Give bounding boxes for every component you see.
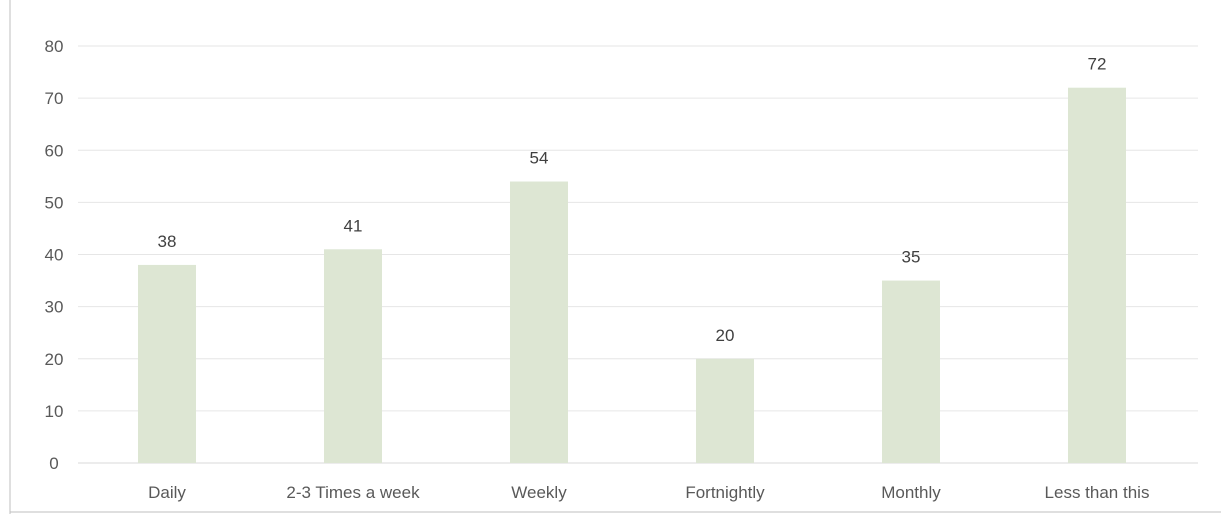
y-tick-label: 50 <box>45 193 64 212</box>
gridlines <box>78 45 1198 464</box>
x-category-label: Monthly <box>881 483 941 502</box>
y-tick-label: 60 <box>45 141 64 160</box>
x-category-label: Daily <box>148 483 186 502</box>
bar-5 <box>882 280 940 463</box>
bar-4 <box>696 358 754 463</box>
data-label: 38 <box>158 232 177 251</box>
y-tick-label: 70 <box>45 89 64 108</box>
bar-6 <box>1068 87 1126 463</box>
y-tick-label: 80 <box>45 37 64 56</box>
y-tick-label: 30 <box>45 298 64 317</box>
data-labels: 38 41 54 20 35 72 <box>158 55 1107 345</box>
data-label: 41 <box>344 216 363 235</box>
y-axis-tick-labels: 0 10 20 30 40 50 60 70 80 <box>45 37 64 473</box>
x-category-label: 2-3 Times a week <box>286 483 420 502</box>
y-tick-label: 20 <box>45 350 64 369</box>
data-label: 20 <box>716 326 735 345</box>
x-axis-category-labels: Daily 2-3 Times a week Weekly Fortnightly Mo… <box>148 483 1149 502</box>
x-category-label: Weekly <box>511 483 567 502</box>
data-label: 35 <box>902 248 921 267</box>
bar-3 <box>510 181 568 463</box>
y-tick-label: 40 <box>45 246 64 265</box>
bar-1 <box>138 264 196 463</box>
bars <box>138 87 1126 463</box>
data-label: 72 <box>1088 55 1107 74</box>
x-category-label: Fortnightly <box>685 483 765 502</box>
bar-2 <box>324 249 382 463</box>
data-label: 54 <box>530 149 549 168</box>
y-tick-label: 0 <box>49 454 58 473</box>
y-tick-label: 10 <box>45 402 64 421</box>
x-category-label: Less than this <box>1045 483 1150 502</box>
